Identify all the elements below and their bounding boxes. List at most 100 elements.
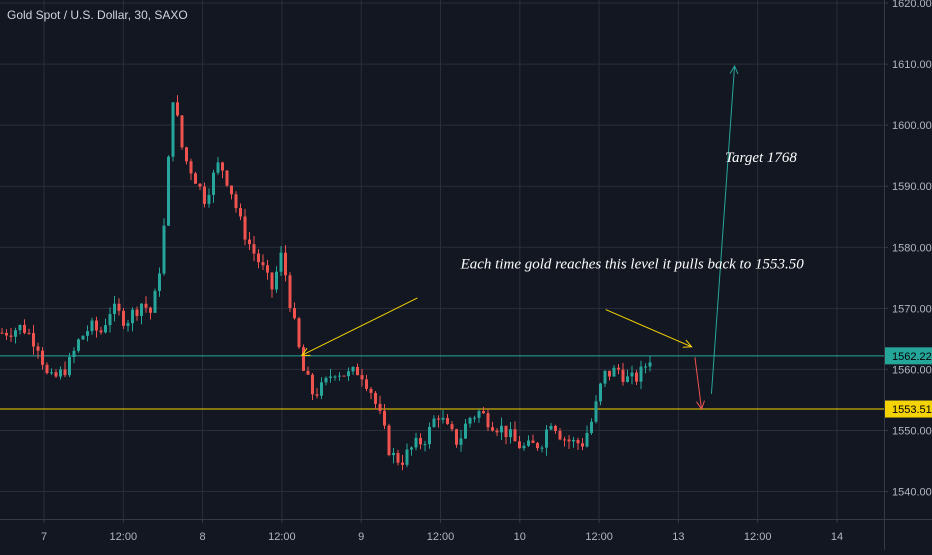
candle-body xyxy=(284,252,287,276)
y-tick-label: 1590.00 xyxy=(892,181,932,193)
candle-body xyxy=(558,430,562,440)
candle-body xyxy=(329,376,332,378)
candle-body xyxy=(149,307,152,313)
candle-body xyxy=(185,147,188,162)
candle-body xyxy=(140,303,143,316)
x-tick-label: 12:00 xyxy=(585,531,613,543)
candle-body xyxy=(306,370,310,375)
candle-body xyxy=(203,186,206,204)
candle-body xyxy=(167,156,170,226)
candle-body xyxy=(122,310,125,326)
candle-body xyxy=(221,162,224,171)
candle-body xyxy=(455,429,458,445)
trend-arrow xyxy=(302,297,418,355)
candle-layer xyxy=(0,95,652,471)
x-tick-label: 12:00 xyxy=(110,531,138,543)
candle-body xyxy=(459,438,463,445)
candle-body xyxy=(495,430,499,433)
candle-body xyxy=(315,394,319,396)
candle-body xyxy=(293,308,296,319)
candle-body xyxy=(248,239,251,245)
candle-body xyxy=(162,225,166,274)
candle-body xyxy=(176,102,179,116)
candle-body xyxy=(230,185,233,195)
candle-body xyxy=(428,427,431,445)
candle-body xyxy=(374,392,377,404)
price-level-layer xyxy=(0,355,884,410)
candle-body xyxy=(0,332,4,334)
candle-body xyxy=(90,320,94,332)
candle-body xyxy=(194,173,197,184)
candle-body xyxy=(572,439,575,442)
candle-body xyxy=(131,309,134,324)
candle-body xyxy=(518,441,521,449)
candle-body xyxy=(243,216,247,240)
candle-body xyxy=(392,452,395,456)
candle-body xyxy=(522,445,526,449)
candle-body xyxy=(360,375,364,380)
candle-body xyxy=(77,339,80,351)
candle-body xyxy=(239,208,242,217)
candle-body xyxy=(95,320,98,331)
candle-body xyxy=(266,265,269,273)
candle-body xyxy=(468,417,472,424)
candle-body xyxy=(581,443,584,447)
candle-body xyxy=(585,432,589,447)
candle-body xyxy=(617,367,620,370)
y-tick-label: 1560.00 xyxy=(892,364,932,376)
candle-body xyxy=(81,335,85,340)
candle-body xyxy=(320,382,323,396)
price-level-tag xyxy=(885,400,932,418)
candle-body xyxy=(536,442,539,449)
candle-body xyxy=(365,379,368,389)
candle-body xyxy=(563,439,566,441)
x-tick-label: 12:00 xyxy=(427,531,455,543)
candle-body xyxy=(338,375,341,377)
candle-body xyxy=(104,325,107,333)
candle-body xyxy=(527,440,530,446)
candle-body xyxy=(50,372,53,374)
candle-body xyxy=(477,411,481,418)
candle-body xyxy=(626,376,629,382)
candle-body xyxy=(198,183,202,187)
candle-body xyxy=(356,366,359,376)
candle-body xyxy=(212,172,215,195)
x-tick-label: 9 xyxy=(358,531,364,543)
candle-body xyxy=(432,418,436,428)
candle-body xyxy=(18,324,22,331)
candle-body xyxy=(500,425,503,433)
candle-body xyxy=(549,425,553,430)
x-tick-label: 7 xyxy=(41,531,47,543)
arrow-layer xyxy=(302,66,735,409)
candle-body xyxy=(486,413,490,428)
candle-body xyxy=(482,411,485,414)
candle-body xyxy=(378,403,382,411)
candle-body xyxy=(612,367,616,377)
candle-body xyxy=(464,423,467,439)
candle-body xyxy=(576,439,580,444)
candle-body xyxy=(252,244,256,254)
candle-body xyxy=(180,115,184,148)
x-tick-label: 12:00 xyxy=(268,531,296,543)
candle-body xyxy=(441,417,445,420)
x-tick-label: 13 xyxy=(672,531,684,543)
candle-body xyxy=(108,314,112,326)
trend-arrow xyxy=(710,66,734,394)
candle-body xyxy=(14,330,17,337)
candle-body xyxy=(446,417,449,425)
candle-body xyxy=(288,275,292,309)
candle-body xyxy=(234,194,238,209)
candle-body xyxy=(5,332,8,336)
candle-body xyxy=(630,372,634,377)
chart-title: Gold Spot / U.S. Dollar, 30, SAXO xyxy=(7,8,188,22)
candle-body xyxy=(297,318,301,348)
y-tick-label: 1600.00 xyxy=(892,120,932,132)
price-level-tag xyxy=(885,347,932,365)
candle-body xyxy=(554,425,557,431)
candle-body xyxy=(437,418,440,420)
y-tick-label: 1580.00 xyxy=(892,242,932,254)
candle-body xyxy=(216,162,220,173)
